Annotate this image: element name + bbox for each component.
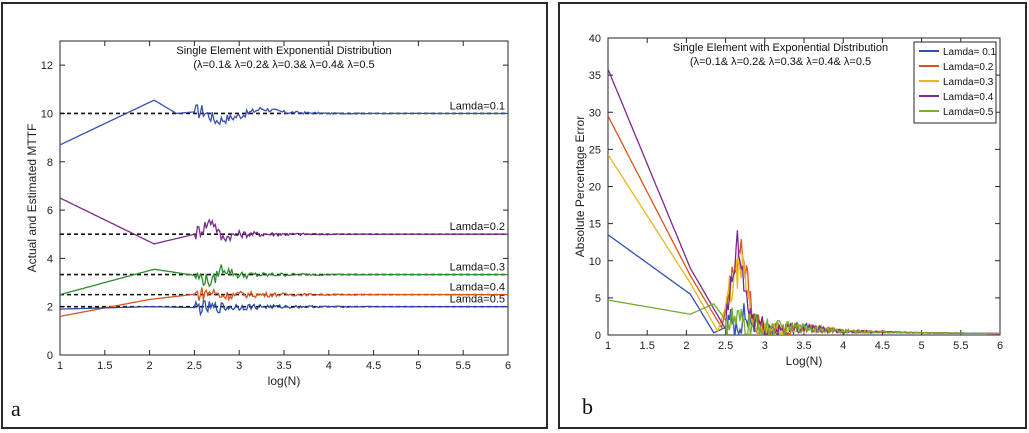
- chart-b-x-tick-label: 2: [683, 340, 689, 352]
- chart-b-subtitle: (λ=0.1& λ=0.2& λ=0.3& λ=0.4& λ=0.5: [690, 56, 871, 68]
- chart-b-legend-label: Lamda= 0.1: [943, 47, 997, 58]
- chart-b-x-tick-label: 2.5: [718, 340, 733, 352]
- chart-a-y-tick-label: 0: [47, 350, 53, 362]
- chart-panel-b: 1 1.5 2 2.5 3 3.5 4 4.5 5 5.5 6 0 5 10 15 20 25 30 35 40 Log…: [558, 2, 1027, 429]
- chart-a-x-tick-label: 1: [57, 360, 63, 372]
- panel-label-b: b: [582, 394, 593, 419]
- chart-a-y-tick-label: 2: [47, 302, 53, 314]
- chart-b-legend-box: [913, 41, 997, 124]
- chart-b-legend-label: Lamda=0.4: [943, 92, 994, 103]
- chart-b-y-tick-label: 10: [589, 256, 601, 268]
- chart-a-x-tick-label: 6: [505, 360, 511, 372]
- panel-label-a: a: [11, 396, 21, 421]
- chart-a-reference-label: Lamda=0.5: [450, 294, 505, 306]
- chart-b-legend-label: Lamda=0.2: [943, 62, 994, 73]
- chart-a-y-tick-label: 10: [41, 108, 53, 120]
- chart-a-reference-label: Lamda=0.4: [450, 282, 505, 294]
- chart-b-x-tick-label: 1.5: [640, 340, 655, 352]
- chart-a-canvas: 1 1.5 2 2.5 3 3.5 4 4.5 5 5.5 6 0 2 4 6 8 10 12 log(N) Actu…: [25, 40, 511, 388]
- chart-a-series-line-4: [60, 287, 508, 318]
- chart-a-y-tick-label: 12: [41, 60, 53, 72]
- chart-b-y-tick-label: 0: [595, 330, 601, 342]
- chart-b-y-tick-label: 35: [589, 70, 601, 82]
- chart-b-x-axis-label: Log(N): [786, 354, 823, 368]
- chart-b-x-tick-label: 5.5: [953, 340, 968, 352]
- chart-b-x-tick-label: 4: [840, 340, 846, 352]
- chart-a-reference-label: Lamda=0.1: [450, 100, 505, 112]
- chart-b-x-tick-label: 3.5: [796, 340, 811, 352]
- chart-b-y-tick-label: 30: [589, 107, 601, 119]
- chart-b-x-tick-label: 3: [762, 340, 768, 352]
- chart-a-x-tick-label: 2.5: [187, 360, 202, 372]
- chart-panel-a: 1 1.5 2 2.5 3 3.5 4 4.5 5 5.5 6 0 2 4 6 8 10 12 log(N) Actu…: [1, 2, 548, 429]
- chart-b-series-line-5: [608, 299, 1000, 335]
- chart-b-x-tick-label: 5: [919, 340, 925, 352]
- chart-a-reference-label: Lamda=0.2: [450, 221, 505, 233]
- chart-b-y-axis-label: Absolute Percentage Error: [573, 116, 587, 257]
- chart-a-series-line-2: [60, 197, 508, 245]
- chart-a-x-tick-label: 3.5: [276, 360, 291, 372]
- chart-a-x-tick-label: 4: [326, 360, 332, 372]
- chart-a-subtitle: (λ=0.1& λ=0.2& λ=0.3& λ=0.4& λ=0.5: [193, 59, 374, 71]
- chart-b-legend-label: Lamda=0.5: [943, 107, 994, 118]
- chart-b-y-tick-label: 15: [589, 219, 601, 231]
- chart-b-y-tick-label: 40: [589, 33, 601, 45]
- chart-a-y-tick-label: 8: [47, 157, 53, 169]
- chart-b-y-tick-label: 5: [595, 293, 601, 305]
- chart-a-y-axis-label: Actual and Estimated MTTF: [25, 124, 39, 273]
- chart-a-series-line-5: [60, 299, 508, 317]
- chart-b-x-tick-label: 6: [997, 340, 1003, 352]
- chart-a-x-tick-label: 4.5: [366, 360, 381, 372]
- chart-a-series-line-1: [60, 99, 508, 146]
- chart-a-series-line-3: [60, 264, 508, 296]
- chart-a-x-tick-label: 3: [236, 360, 242, 372]
- chart-b-y-tick-label: 25: [589, 144, 601, 156]
- chart-a-x-tick-label: 5: [415, 360, 421, 372]
- chart-b-x-tick-label: 4.5: [875, 340, 890, 352]
- chart-b-x-tick-label: 1: [605, 340, 611, 352]
- chart-b-y-tick-label: 20: [589, 182, 601, 194]
- chart-a-y-tick-label: 6: [47, 205, 53, 217]
- chart-b-title: Single Element with Exponential Distribu…: [673, 42, 888, 54]
- chart-a-y-tick-label: 4: [47, 253, 53, 265]
- chart-a-reference-label: Lamda=0.3: [450, 262, 505, 274]
- chart-b-legend-label: Lamda=0.3: [943, 77, 994, 88]
- chart-a-x-axis-label: log(N): [268, 374, 301, 388]
- chart-a-x-tick-label: 5.5: [456, 360, 471, 372]
- chart-a-x-tick-label: 2: [147, 360, 153, 372]
- chart-a-title: Single Element with Exponential Distribu…: [176, 45, 391, 57]
- chart-a-x-tick-label: 1.5: [97, 360, 112, 372]
- chart-b-canvas: 1 1.5 2 2.5 3 3.5 4 4.5 5 5.5 6 0 5 10 15 20 25 30 35 40 Log…: [573, 33, 1003, 368]
